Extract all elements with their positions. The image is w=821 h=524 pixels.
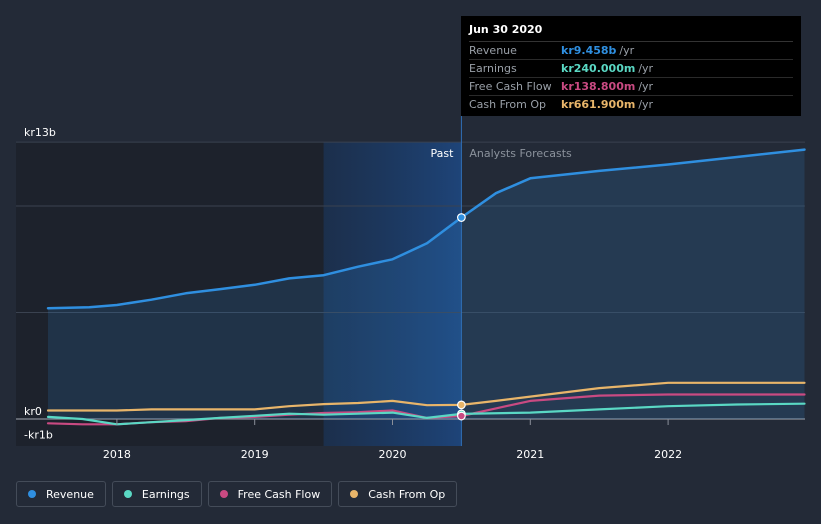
cfo-line <box>46 381 806 412</box>
cfo-point <box>457 400 466 410</box>
legend-dot-icon <box>28 490 36 498</box>
y-tick-label: kr13b <box>24 126 56 139</box>
tooltip-unit: /yr <box>638 80 654 93</box>
tooltip-value: kr138.800m <box>561 80 636 93</box>
tooltip-row-free-cash-flow: Free Cash Flow kr138.800m /yr <box>469 78 793 96</box>
legend-item-cash-from-op[interactable]: Cash From Op <box>338 481 458 507</box>
legend-item-revenue[interactable]: Revenue <box>16 481 106 507</box>
x-tick-label: 2018 <box>103 448 131 461</box>
tooltip-label: Revenue <box>469 44 517 57</box>
y-tick-label: -kr1b <box>24 428 53 441</box>
revenue-point <box>457 213 466 222</box>
tooltip-row-revenue: Revenue kr9.458b /yr <box>469 42 793 60</box>
tooltip-date: Jun 30 2020 <box>469 23 793 42</box>
x-tick-label: 2019 <box>241 448 269 461</box>
x-tick-label: 2020 <box>379 448 407 461</box>
y-tick-label: kr0 <box>24 405 42 418</box>
revenue-area <box>48 149 805 419</box>
tooltip-value: kr661.900m <box>561 98 636 111</box>
revenue-line <box>46 148 806 310</box>
tooltip-row-cash-from-op: Cash From Op kr661.900m /yr <box>469 96 793 113</box>
legend-dot-icon <box>350 490 359 498</box>
legend-label: Cash From Op <box>368 487 446 501</box>
x-tick-label: 2021 <box>516 448 544 461</box>
tooltip-label: Free Cash Flow <box>469 80 552 93</box>
chart-legend: Revenue Earnings Free Cash Flow Cash Fro… <box>16 481 458 507</box>
tooltip-unit: /yr <box>619 44 635 57</box>
tooltip-unit: /yr <box>638 62 654 75</box>
tooltip-value: kr9.458b <box>561 44 617 57</box>
tooltip-label: Cash From Op <box>469 98 547 111</box>
legend-dot-icon <box>219 490 228 498</box>
legend-label: Earnings <box>141 487 190 501</box>
legend-dot-icon <box>123 490 132 498</box>
x-tick-label: 2022 <box>654 448 682 461</box>
past-highlight-region <box>323 142 462 446</box>
tooltip-label: Earnings <box>469 62 517 75</box>
past-label: Past <box>430 147 454 160</box>
tooltip-unit: /yr <box>638 98 654 111</box>
tooltip-value: kr240.000m <box>561 62 636 75</box>
earnings-line <box>46 402 806 426</box>
tooltip-row-earnings: Earnings kr240.000m /yr <box>469 60 793 78</box>
data-tooltip: Jun 30 2020 Revenue kr9.458b /yr Earning… <box>461 16 801 116</box>
legend-item-free-cash-flow[interactable]: Free Cash Flow <box>207 481 333 507</box>
legend-label: Revenue <box>46 487 94 501</box>
fcf-point <box>457 411 466 421</box>
legend-item-earnings[interactable]: Earnings <box>111 481 202 507</box>
legend-label: Free Cash Flow <box>237 487 321 501</box>
forecast-label: Analysts Forecasts <box>469 147 572 160</box>
